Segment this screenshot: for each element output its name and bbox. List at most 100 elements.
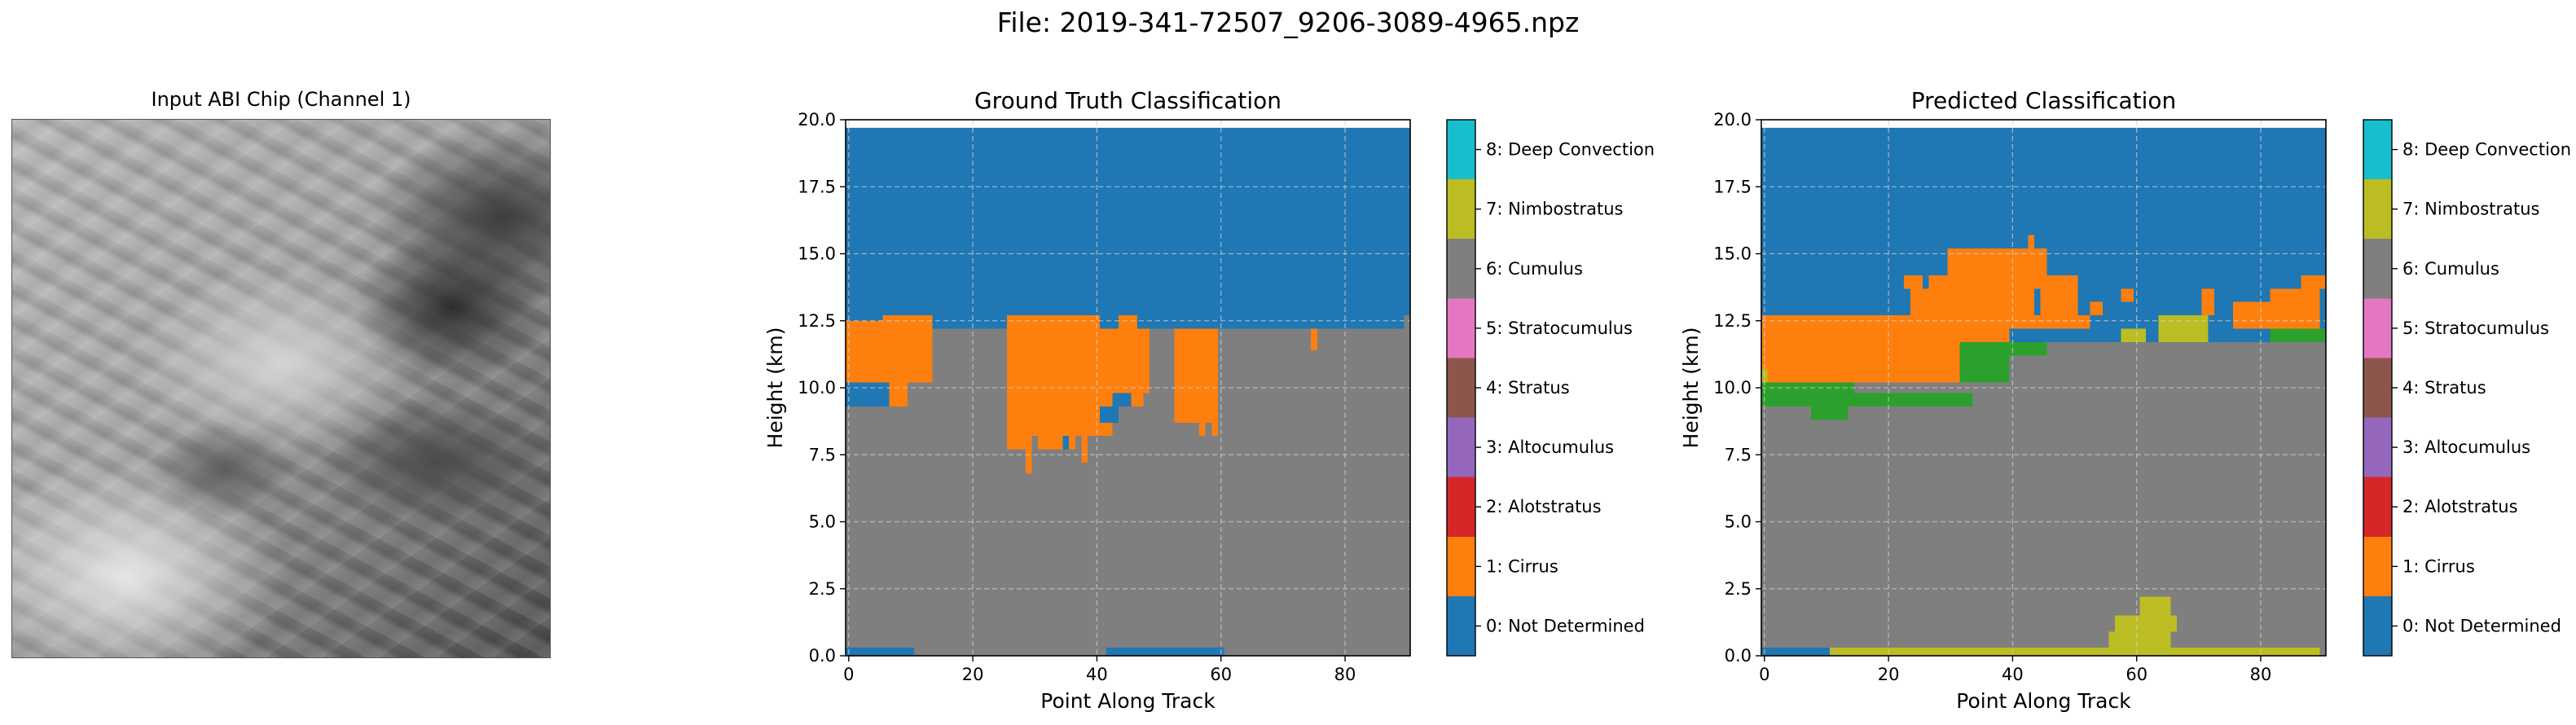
colorbar-label: 7: Nimbostratus [2402, 200, 2539, 219]
x-tick-label: 60 [2125, 665, 2147, 684]
colorbar-label: 7: Nimbostratus [1486, 200, 1623, 219]
class-region [2121, 328, 2147, 343]
colorbar-label: 8: Deep Convection [1486, 140, 1655, 160]
class-region [2270, 288, 2320, 302]
class-region [2108, 631, 2171, 648]
colorbar-label: 4: Stratus [1486, 378, 1570, 398]
colorbar-swatch [1447, 536, 1475, 596]
class-region [1928, 275, 2059, 289]
class-region [1007, 328, 1150, 393]
colorbar-swatch [1447, 417, 1475, 477]
class-region [1211, 422, 1218, 437]
x-tick-label: 80 [1334, 665, 1356, 684]
class-region [2301, 275, 2326, 289]
colorbar-swatch [1447, 595, 1475, 656]
class-region [1910, 288, 2035, 316]
colorbar-label: 1: Cirrus [2402, 556, 2475, 576]
chart-title: Predicted Classification [1911, 87, 2177, 114]
y-tick-label: 10.0 [1713, 378, 1752, 398]
x-tick-label: 20 [1878, 665, 1900, 684]
input-abi-chip-image [11, 119, 551, 658]
colorbar-label: 0: Not Determined [1486, 616, 1645, 635]
x-tick-label: 20 [962, 665, 984, 684]
colorbar-swatch [2363, 536, 2392, 596]
class-region [1947, 248, 2047, 275]
class-region [846, 382, 890, 407]
class-region [2270, 328, 2326, 343]
colorbar-swatch [2363, 298, 2392, 358]
class-region [2115, 615, 2178, 632]
colorbar-label: 4: Stratus [2402, 378, 2486, 398]
y-tick-label: 7.5 [809, 445, 836, 464]
class-region [2158, 315, 2209, 343]
x-tick-label: 40 [1086, 665, 1108, 684]
chart-title: Ground Truth Classification [974, 87, 1281, 114]
class-region [846, 328, 933, 383]
colorbar-label: 5: Stratocumulus [1486, 319, 1633, 338]
y-tick-label: 15.0 [798, 244, 836, 264]
class-region [2201, 288, 2214, 316]
colorbar-label: 1: Cirrus [1486, 556, 1558, 576]
colorbar-label: 6: Cumulus [1486, 259, 1583, 279]
y-tick-label: 5.0 [809, 512, 836, 532]
colorbar-label: 6: Cumulus [2402, 259, 2499, 279]
input-chip-title: Input ABI Chip (Channel 1) [151, 88, 411, 111]
class-region [1761, 315, 1960, 383]
y-tick-label: 17.5 [798, 177, 836, 196]
class-region [846, 320, 883, 329]
class-region [1761, 382, 1855, 407]
class-region [1810, 406, 1848, 420]
ground-truth-chart: 0 20 40 60 80 0.0 2.5 5.0 7.5 10.0 12.5 15.0 17.5 20.… [763, 87, 1655, 713]
class-region [1779, 648, 2320, 656]
class-region [846, 127, 1410, 329]
y-tick-label: 0.0 [809, 646, 836, 666]
y-tick-label: 17.5 [1713, 177, 1752, 196]
colorbar-swatch [1447, 120, 1475, 180]
class-region [1106, 648, 1224, 656]
class-region [2090, 301, 2103, 316]
class-region [1069, 436, 1075, 450]
class-region [1007, 393, 1113, 437]
class-region [846, 380, 890, 383]
colorbar-label: 2: Alotstratus [1486, 497, 1602, 516]
colorbar-swatch [2363, 595, 2392, 656]
colorbar-label: 5: Stratocumulus [2402, 319, 2549, 338]
colorbar-swatch [2363, 239, 2392, 299]
class-region [1106, 320, 1119, 329]
y-tick-label: 12.5 [798, 311, 836, 331]
class-region [2121, 288, 2134, 302]
class-region [2232, 301, 2320, 329]
y-tick-label: 12.5 [1713, 311, 1752, 331]
class-region [1131, 393, 1144, 407]
colorbar-swatch [2363, 358, 2392, 418]
class-region [1959, 342, 2010, 383]
class-region [2009, 315, 2090, 329]
y-tick-label: 2.5 [809, 579, 836, 599]
y-axis-label: Height (km) [763, 327, 787, 449]
class-region [2040, 275, 2078, 316]
class-region [2028, 235, 2035, 248]
y-tick-label: 15.0 [1713, 244, 1752, 264]
colorbar-swatch [1447, 358, 1475, 418]
class-region [1038, 436, 1063, 450]
class-region [1007, 315, 1101, 329]
class-region [1062, 436, 1070, 450]
class-region [1959, 315, 2010, 343]
colorbar-swatch [2363, 179, 2392, 239]
colorbar-label: 3: Altocumulus [2402, 437, 2530, 457]
y-tick-label: 5.0 [1725, 512, 1752, 532]
figure-suptitle: File: 2019-341-72507_9206-3089-4965.npz [996, 7, 1580, 38]
class-region [1199, 422, 1206, 437]
x-tick-label: 80 [2250, 665, 2272, 684]
x-axis-label: Point Along Track [1040, 689, 1215, 713]
x-tick-label: 0 [843, 665, 854, 684]
colorbar-label: 8: Deep Convection [2402, 140, 2571, 160]
class-region [1112, 393, 1132, 407]
class-region [2139, 596, 2171, 616]
class-region [1007, 436, 1026, 450]
colorbar-swatch [1447, 298, 1475, 358]
class-region [1311, 328, 1317, 350]
colorbar-label: 3: Altocumulus [1486, 437, 1614, 457]
colorbar-label: 0: Not Determined [2402, 616, 2561, 635]
